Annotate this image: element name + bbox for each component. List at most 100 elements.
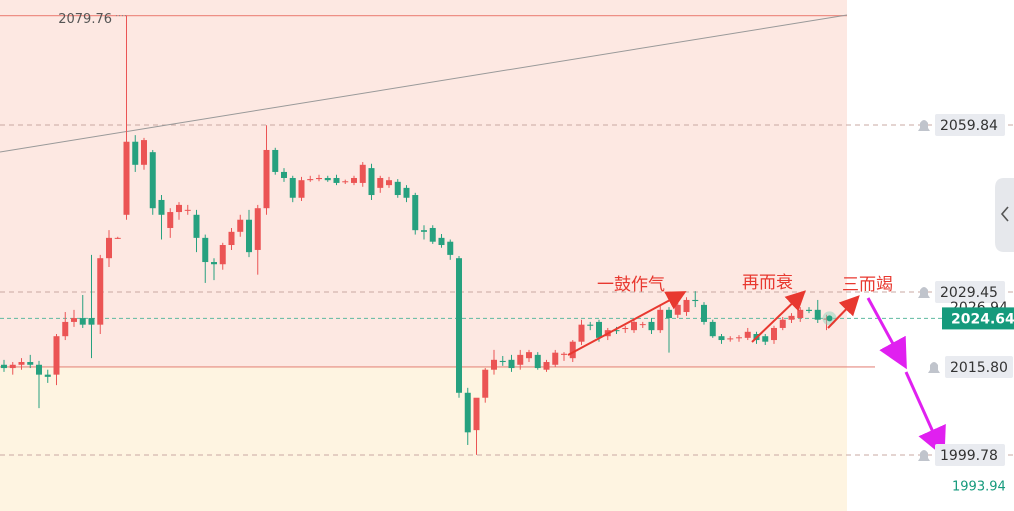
candle-body bbox=[246, 219, 252, 253]
candle-body bbox=[211, 262, 217, 265]
bell-icon bbox=[918, 449, 930, 461]
candle-body bbox=[351, 177, 357, 183]
current-tag bbox=[942, 307, 1014, 330]
price-axis: 2059.842029.452015.801999.782026.942024.… bbox=[918, 114, 1014, 495]
price-tag-label: 2015.80 bbox=[950, 360, 1008, 376]
candle-body bbox=[526, 352, 532, 359]
candle-body bbox=[158, 199, 165, 215]
candle-body bbox=[447, 241, 454, 255]
arrow bbox=[827, 295, 860, 329]
candle-body bbox=[342, 181, 349, 183]
candle-body bbox=[622, 327, 629, 330]
bell-icon bbox=[918, 286, 930, 298]
candle-body bbox=[482, 369, 489, 398]
candle-body bbox=[438, 237, 445, 246]
arrow bbox=[866, 297, 907, 370]
candle-body bbox=[36, 364, 42, 375]
candle-body bbox=[692, 299, 699, 302]
candle-body bbox=[272, 149, 279, 172]
bell-icon bbox=[918, 120, 930, 132]
candle-body bbox=[464, 392, 471, 433]
candle-body bbox=[263, 149, 270, 209]
candle-body bbox=[771, 327, 777, 341]
candle-body bbox=[184, 209, 191, 211]
candle-body bbox=[648, 321, 655, 331]
candle-body bbox=[359, 164, 366, 183]
candle-body bbox=[456, 258, 462, 393]
candle-body bbox=[814, 309, 821, 320]
axis-low-label: 1993.94 bbox=[952, 480, 1006, 495]
price-tag bbox=[935, 114, 1005, 137]
candle-body bbox=[219, 245, 226, 265]
candle-body bbox=[666, 309, 672, 319]
candle-body bbox=[421, 230, 427, 232]
candle-body bbox=[149, 152, 156, 209]
candle-body bbox=[394, 181, 401, 196]
candle-body bbox=[797, 309, 804, 319]
current-tag-label: 2024.64 bbox=[951, 311, 1014, 327]
candle-body bbox=[744, 331, 751, 338]
annotation: 再而衰 bbox=[742, 273, 793, 293]
candle-body bbox=[596, 321, 602, 338]
candle-body bbox=[97, 258, 104, 325]
candle-body bbox=[316, 177, 322, 180]
candle-body bbox=[298, 180, 305, 198]
candle-body bbox=[62, 321, 69, 337]
candle-body bbox=[1, 364, 7, 369]
candle-body bbox=[674, 304, 681, 315]
annotation: 三而竭 bbox=[842, 275, 893, 295]
annotation: 一鼓作气 bbox=[597, 275, 665, 295]
trend-line bbox=[0, 14, 848, 153]
candle-body bbox=[228, 231, 235, 246]
candle-body bbox=[569, 341, 576, 359]
candle-body bbox=[88, 318, 95, 325]
candle-body bbox=[202, 237, 209, 263]
candle-body bbox=[499, 360, 506, 363]
candle-body bbox=[578, 324, 585, 342]
candle-body bbox=[44, 374, 51, 377]
candle-body bbox=[141, 140, 147, 165]
candle-body bbox=[736, 337, 742, 339]
arrow bbox=[751, 290, 806, 343]
candle-body bbox=[709, 321, 716, 337]
candle-body bbox=[114, 237, 121, 239]
plot bbox=[1, 15, 837, 455]
candle-body bbox=[237, 219, 244, 232]
candle-body bbox=[18, 362, 25, 365]
candle-body bbox=[53, 336, 60, 375]
bell-icon bbox=[928, 361, 940, 373]
candle-body bbox=[412, 195, 419, 231]
candle-body bbox=[639, 324, 646, 326]
price-tag-label: 2059.84 bbox=[940, 118, 998, 134]
candle-body bbox=[788, 315, 795, 320]
candle-body bbox=[193, 214, 200, 238]
annotation-arrows bbox=[567, 290, 946, 458]
candle-body bbox=[727, 338, 734, 340]
price-tag bbox=[935, 280, 1005, 303]
candle-body bbox=[132, 141, 139, 165]
candle-body bbox=[491, 359, 497, 370]
candle-body bbox=[167, 212, 174, 228]
candle-body bbox=[377, 177, 384, 188]
candle-body bbox=[718, 336, 725, 341]
candle-body bbox=[386, 180, 392, 186]
candle-body bbox=[429, 227, 436, 242]
candle-body bbox=[806, 309, 812, 311]
price-tag bbox=[945, 355, 1013, 378]
arrow bbox=[904, 371, 946, 458]
candle-body bbox=[517, 354, 524, 365]
candle-body bbox=[534, 354, 541, 369]
candle-body bbox=[631, 321, 637, 331]
candle-body bbox=[552, 352, 559, 365]
price-tag-label: 2029.45 bbox=[940, 285, 998, 301]
candle-body bbox=[106, 237, 112, 259]
current-dot bbox=[826, 315, 833, 322]
candle-body bbox=[176, 204, 182, 213]
candle-body bbox=[368, 168, 375, 196]
candle-body bbox=[543, 362, 550, 370]
candle-body bbox=[333, 177, 340, 183]
candle-body bbox=[79, 318, 86, 325]
collapse-button[interactable] bbox=[995, 178, 1014, 252]
